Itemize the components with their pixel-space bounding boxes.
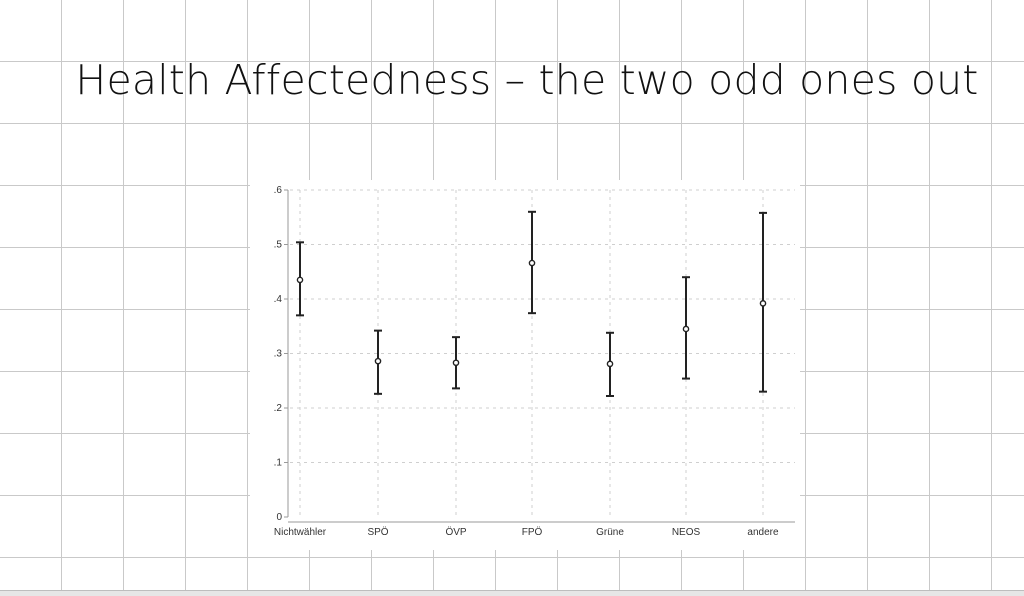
error-bar-chart: 0 .1 .2 .3 .4 .5 .6 Nichtwähler SPÖ ÖVP FPÖ Grüne NE… bbox=[274, 185, 795, 538]
y-tick-label: .3 bbox=[274, 349, 283, 360]
point-estimate bbox=[374, 357, 382, 365]
y-tick-label: .2 bbox=[274, 403, 283, 414]
point-estimate bbox=[296, 276, 304, 284]
x-tick-label: NEOS bbox=[672, 527, 701, 538]
y-tick-label: 0 bbox=[276, 512, 282, 523]
chart-panel: 0 .1 .2 .3 .4 .5 .6 Nichtwähler SPÖ ÖVP FPÖ Grüne NE… bbox=[250, 180, 800, 550]
slide-bottom-edge bbox=[0, 590, 1024, 596]
slide-title: Health Affectedness – the two odd ones o… bbox=[75, 56, 979, 104]
point-estimate bbox=[606, 360, 614, 368]
x-tick-label: andere bbox=[747, 527, 779, 538]
point-estimate bbox=[528, 259, 536, 267]
point-estimate bbox=[682, 325, 690, 333]
x-tick-label: Grüne bbox=[596, 527, 624, 538]
x-tick-label: Nichtwähler bbox=[274, 527, 327, 538]
point-estimate bbox=[452, 359, 460, 367]
point-estimate bbox=[759, 300, 767, 307]
y-tick-label: .1 bbox=[274, 458, 283, 469]
y-tick-label: .5 bbox=[274, 240, 283, 251]
x-tick-label: FPÖ bbox=[522, 526, 543, 538]
y-tick-label: .4 bbox=[274, 294, 283, 305]
x-tick-label: SPÖ bbox=[367, 526, 388, 538]
x-tick-label: ÖVP bbox=[445, 526, 466, 538]
y-tick-label: .6 bbox=[274, 185, 283, 196]
